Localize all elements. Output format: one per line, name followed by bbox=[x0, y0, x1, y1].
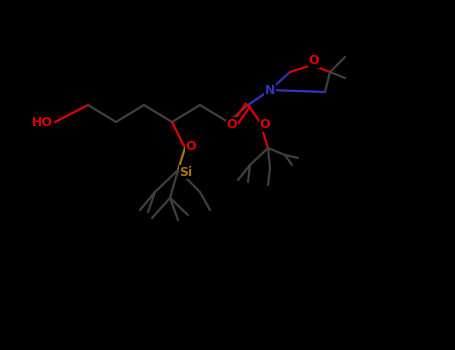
Text: Si: Si bbox=[179, 166, 192, 178]
Text: O: O bbox=[308, 55, 319, 68]
Text: HO: HO bbox=[32, 116, 53, 128]
Text: O: O bbox=[260, 119, 270, 132]
Text: O: O bbox=[186, 140, 196, 153]
Text: N: N bbox=[265, 84, 275, 97]
Text: O: O bbox=[227, 118, 238, 131]
